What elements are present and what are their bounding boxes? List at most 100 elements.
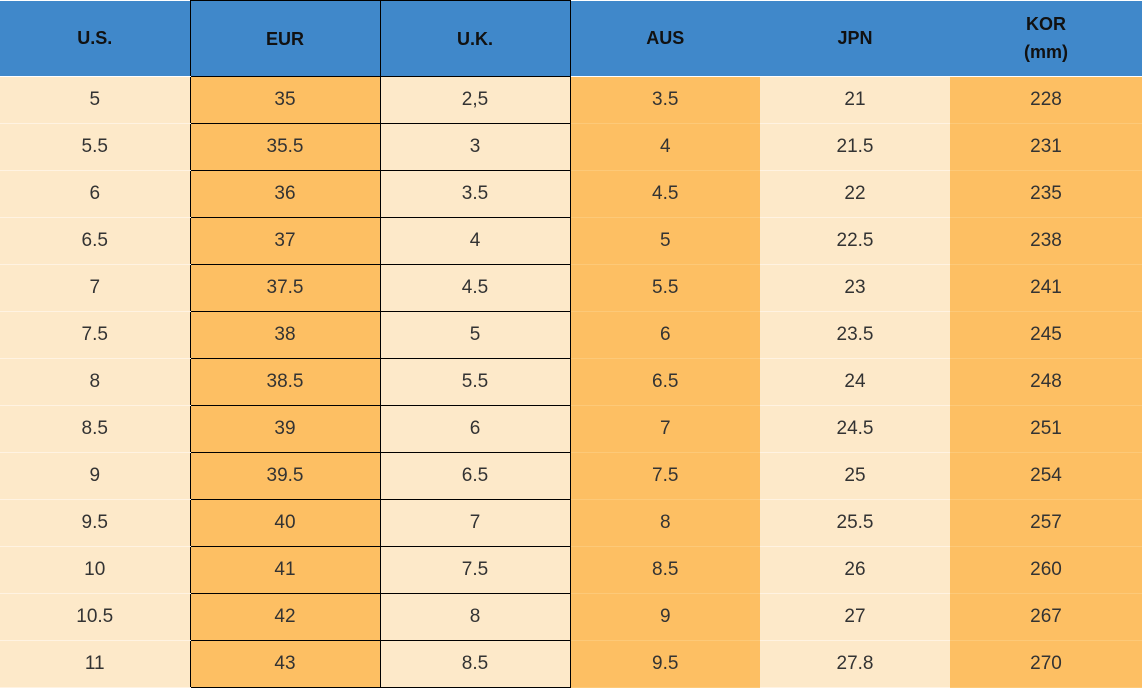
table-row: 8 38.5 5.5 6.5 24 248 (0, 358, 1142, 406)
table-cell: 5.5 (379, 358, 571, 406)
table-cell: 27.8 (760, 640, 950, 688)
table-cell: 23.5 (760, 311, 950, 359)
column-header: U.S. (0, 0, 190, 77)
table-cell: 245 (950, 311, 1142, 359)
table-cell: 26 (760, 546, 950, 594)
table-cell: 238 (950, 217, 1142, 265)
table-cell: 8 (379, 593, 571, 641)
table-cell: 254 (950, 452, 1142, 500)
table-cell: 6.5 (0, 217, 190, 265)
table-cell: 248 (950, 358, 1142, 406)
table-row: 5 35 2,5 3.5 21 228 (0, 76, 1142, 124)
table-cell: 8.5 (570, 546, 760, 594)
table-row: 11 43 8.5 9.5 27.8 270 (0, 640, 1142, 688)
table-cell: 8.5 (379, 640, 571, 688)
table-cell: 24 (760, 358, 950, 406)
table-row: 9.5 40 7 8 25.5 257 (0, 499, 1142, 547)
table-cell: 38 (189, 311, 381, 359)
table-cell: 22.5 (760, 217, 950, 265)
table-cell: 4 (570, 123, 760, 171)
table-cell: 25.5 (760, 499, 950, 547)
table-cell: 4.5 (570, 170, 760, 218)
table-cell: 38.5 (189, 358, 381, 406)
table-cell: 6 (379, 405, 571, 453)
table-cell: 36 (189, 170, 381, 218)
table-cell: 4.5 (379, 264, 571, 312)
table-cell: 7 (570, 405, 760, 453)
table-cell: 39.5 (189, 452, 381, 500)
column-header: JPN (760, 0, 950, 77)
table-cell: 4 (379, 217, 571, 265)
table-cell: 3.5 (570, 76, 760, 124)
table-cell: 35 (189, 76, 381, 124)
table-cell: 9 (0, 452, 190, 500)
table-cell: 231 (950, 123, 1142, 171)
table-cell: 7 (0, 264, 190, 312)
table-cell: 5.5 (0, 123, 190, 171)
table-cell: 43 (189, 640, 381, 688)
table-cell: 35.5 (189, 123, 381, 171)
table-row: 6 36 3.5 4.5 22 235 (0, 170, 1142, 218)
table-cell: 42 (189, 593, 381, 641)
table-row: 9 39.5 6.5 7.5 25 254 (0, 452, 1142, 500)
table-cell: 22 (760, 170, 950, 218)
table-cell: 9 (570, 593, 760, 641)
table-cell: 270 (950, 640, 1142, 688)
table-cell: 228 (950, 76, 1142, 124)
table-cell: 5 (0, 76, 190, 124)
table-cell: 235 (950, 170, 1142, 218)
table-cell: 257 (950, 499, 1142, 547)
table-cell: 8.5 (0, 405, 190, 453)
column-header: KOR (mm) (950, 0, 1142, 77)
table-row: 10.5 42 8 9 27 267 (0, 593, 1142, 641)
column-header: U.K. (379, 0, 571, 77)
table-cell: 10.5 (0, 593, 190, 641)
column-header: EUR (189, 0, 381, 77)
table-cell: 11 (0, 640, 190, 688)
table-row: 10 41 7.5 8.5 26 260 (0, 546, 1142, 594)
table-cell: 8 (570, 499, 760, 547)
table-cell: 9.5 (0, 499, 190, 547)
table-cell: 21.5 (760, 123, 950, 171)
table-cell: 23 (760, 264, 950, 312)
table-cell: 260 (950, 546, 1142, 594)
header-row: U.S. EUR U.K. AUS JPN KOR (mm) (0, 0, 1142, 77)
table-cell: 40 (189, 499, 381, 547)
table-cell: 6.5 (379, 452, 571, 500)
table-cell: 39 (189, 405, 381, 453)
table-cell: 10 (0, 546, 190, 594)
table-cell: 251 (950, 405, 1142, 453)
table-row: 8.5 39 6 7 24.5 251 (0, 405, 1142, 453)
table-cell: 3 (379, 123, 571, 171)
table-cell: 7.5 (0, 311, 190, 359)
table-cell: 6 (0, 170, 190, 218)
table-cell: 5.5 (570, 264, 760, 312)
table-cell: 5 (570, 217, 760, 265)
table-cell: 6 (570, 311, 760, 359)
table-cell: 3.5 (379, 170, 571, 218)
table-cell: 7.5 (570, 452, 760, 500)
table-cell: 2,5 (379, 76, 571, 124)
table-cell: 7.5 (379, 546, 571, 594)
table-row: 7.5 38 5 6 23.5 245 (0, 311, 1142, 359)
table-cell: 241 (950, 264, 1142, 312)
table-cell: 5 (379, 311, 571, 359)
table-row: 7 37.5 4.5 5.5 23 241 (0, 264, 1142, 312)
table-row: 6.5 37 4 5 22.5 238 (0, 217, 1142, 265)
table-cell: 6.5 (570, 358, 760, 406)
table-cell: 27 (760, 593, 950, 641)
table-cell: 41 (189, 546, 381, 594)
table-cell: 267 (950, 593, 1142, 641)
table-cell: 24.5 (760, 405, 950, 453)
table-cell: 37.5 (189, 264, 381, 312)
table-cell: 25 (760, 452, 950, 500)
column-header: AUS (570, 0, 760, 77)
table-row: 5.5 35.5 3 4 21.5 231 (0, 123, 1142, 171)
table-cell: 7 (379, 499, 571, 547)
table-cell: 21 (760, 76, 950, 124)
table-cell: 8 (0, 358, 190, 406)
table-body: 5 35 2,5 3.5 21 228 5.5 35.5 3 4 21.5 231 6 36 3.5 4.5 2… (0, 76, 1142, 688)
table-cell: 37 (189, 217, 381, 265)
